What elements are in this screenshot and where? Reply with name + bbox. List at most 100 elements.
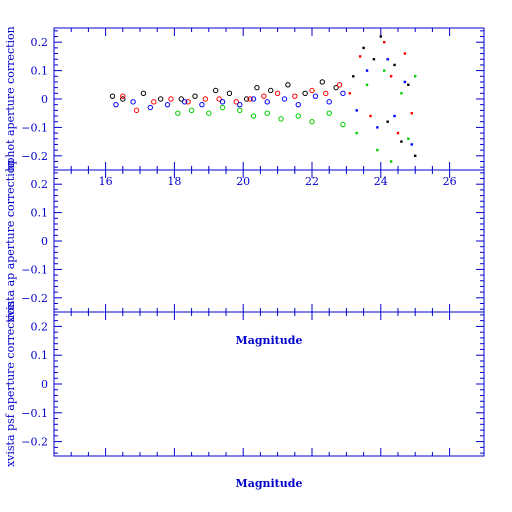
- data-point-red: [247, 96, 253, 102]
- data-point-blue: [130, 99, 136, 105]
- data-point-red: [261, 93, 267, 99]
- data-point-red: [216, 96, 222, 102]
- data-point-red: [274, 90, 281, 97]
- data-point-black: [302, 90, 308, 97]
- data-point-black: [243, 96, 250, 102]
- data-point-black: [285, 82, 291, 88]
- middle-x-axis-label: Magnitude: [236, 334, 303, 347]
- y-tick-label: −0.1: [21, 263, 48, 276]
- y-tick-label: 0.1: [31, 349, 49, 362]
- data-point-green: [309, 119, 315, 125]
- data-point-black: [333, 84, 339, 91]
- data-point-black: [140, 90, 147, 97]
- data-point-black: [379, 35, 382, 38]
- y-tick-label: 0.1: [31, 207, 49, 220]
- bottom-y-axis-label: xvista psf aperture correction: [4, 301, 17, 467]
- data-point-blue: [264, 99, 270, 105]
- data-point-green: [407, 137, 410, 140]
- data-point-green: [250, 113, 257, 119]
- data-point-black: [120, 96, 126, 102]
- y-tick-label: −0.1: [21, 407, 48, 420]
- data-point-red: [383, 41, 386, 44]
- data-point-green: [326, 110, 332, 116]
- data-point-red: [233, 99, 240, 105]
- data-point-green: [389, 160, 393, 163]
- x-tick-label: 18: [167, 175, 181, 188]
- y-tick-label: 0.2: [31, 36, 49, 49]
- data-point-black: [400, 140, 403, 143]
- data-point-blue: [403, 80, 407, 84]
- data-point-green: [206, 110, 212, 116]
- data-point-red: [403, 52, 407, 55]
- middle-panel-frame: [53, 169, 485, 313]
- top-y-axis-label: hphot aperture correction: [4, 26, 17, 172]
- data-point-blue: [295, 101, 301, 108]
- data-point-black: [372, 58, 376, 61]
- data-point-black: [157, 96, 164, 102]
- y-tick-label: 0.2: [31, 178, 49, 191]
- data-point-green: [278, 116, 284, 122]
- data-point-blue: [326, 99, 332, 105]
- data-point-blue: [340, 90, 346, 97]
- x-tick-label: 26: [443, 175, 457, 188]
- y-tick-label: −0.2: [21, 436, 48, 449]
- data-point-blue: [386, 58, 389, 61]
- data-point-black: [192, 93, 198, 99]
- data-point-black: [254, 84, 260, 91]
- data-point-green: [383, 69, 386, 72]
- data-point-black: [362, 46, 365, 50]
- data-point-red: [168, 96, 174, 102]
- data-point-red: [396, 131, 400, 135]
- y-tick-label: −0.2: [21, 150, 48, 163]
- data-point-black: [319, 79, 326, 85]
- data-point-black: [407, 83, 410, 86]
- data-point-green: [400, 92, 403, 95]
- y-tick-label: 0.2: [31, 320, 49, 333]
- x-tick-label: 20: [236, 175, 250, 188]
- data-point-red: [369, 114, 372, 118]
- data-point-red: [348, 92, 352, 95]
- y-tick-label: 0.1: [31, 65, 49, 78]
- tick-labels: 0.2 0.1 0 −0.1 −0.2 16 18 20 22 24 26 0.2 0.1 0 −0.1 −0…: [21, 36, 456, 448]
- x-tick-label: 24: [374, 175, 388, 188]
- data-point-red: [151, 99, 157, 105]
- data-point-blue: [182, 99, 188, 105]
- data-point-blue: [365, 69, 369, 72]
- data-point-green: [340, 121, 346, 128]
- bottom-x-axis-label: Magnitude: [236, 477, 303, 490]
- data-point-green: [376, 148, 379, 152]
- y-tick-label: −0.1: [21, 121, 48, 134]
- data-point-red: [185, 99, 191, 105]
- x-tick-label: 16: [99, 175, 113, 188]
- data-point-red: [410, 112, 413, 115]
- top-panel-frame: [53, 27, 485, 171]
- data-point-blue: [376, 126, 379, 129]
- middle-y-axis-label: xvista ap aperture correction: [4, 160, 17, 323]
- data-point-blue: [410, 143, 413, 146]
- data-point-blue: [199, 101, 205, 108]
- y-tick-label: 0: [41, 235, 48, 248]
- data-point-red: [292, 93, 298, 99]
- data-point-green: [219, 104, 226, 111]
- data-point-black: [226, 90, 233, 97]
- data-point-green: [355, 131, 358, 135]
- data-point-green: [264, 110, 270, 116]
- data-point-red: [133, 107, 140, 114]
- data-point-red: [202, 96, 209, 102]
- data-point-green: [295, 113, 301, 119]
- y-tick-label: 0: [41, 378, 48, 391]
- axis-ticks: [54, 28, 484, 456]
- data-point-black: [352, 75, 355, 78]
- data-point-blue: [355, 109, 358, 112]
- data-point-black: [386, 120, 389, 123]
- x-tick-label: 22: [305, 175, 319, 188]
- data-point-blue: [312, 93, 319, 99]
- data-point-black: [109, 93, 116, 99]
- data-point-black: [212, 87, 219, 94]
- data-point-black: [268, 87, 274, 94]
- data-point-red: [389, 75, 393, 78]
- data-point-green: [188, 107, 195, 114]
- data-point-green: [175, 110, 181, 116]
- data-point-green: [237, 107, 243, 114]
